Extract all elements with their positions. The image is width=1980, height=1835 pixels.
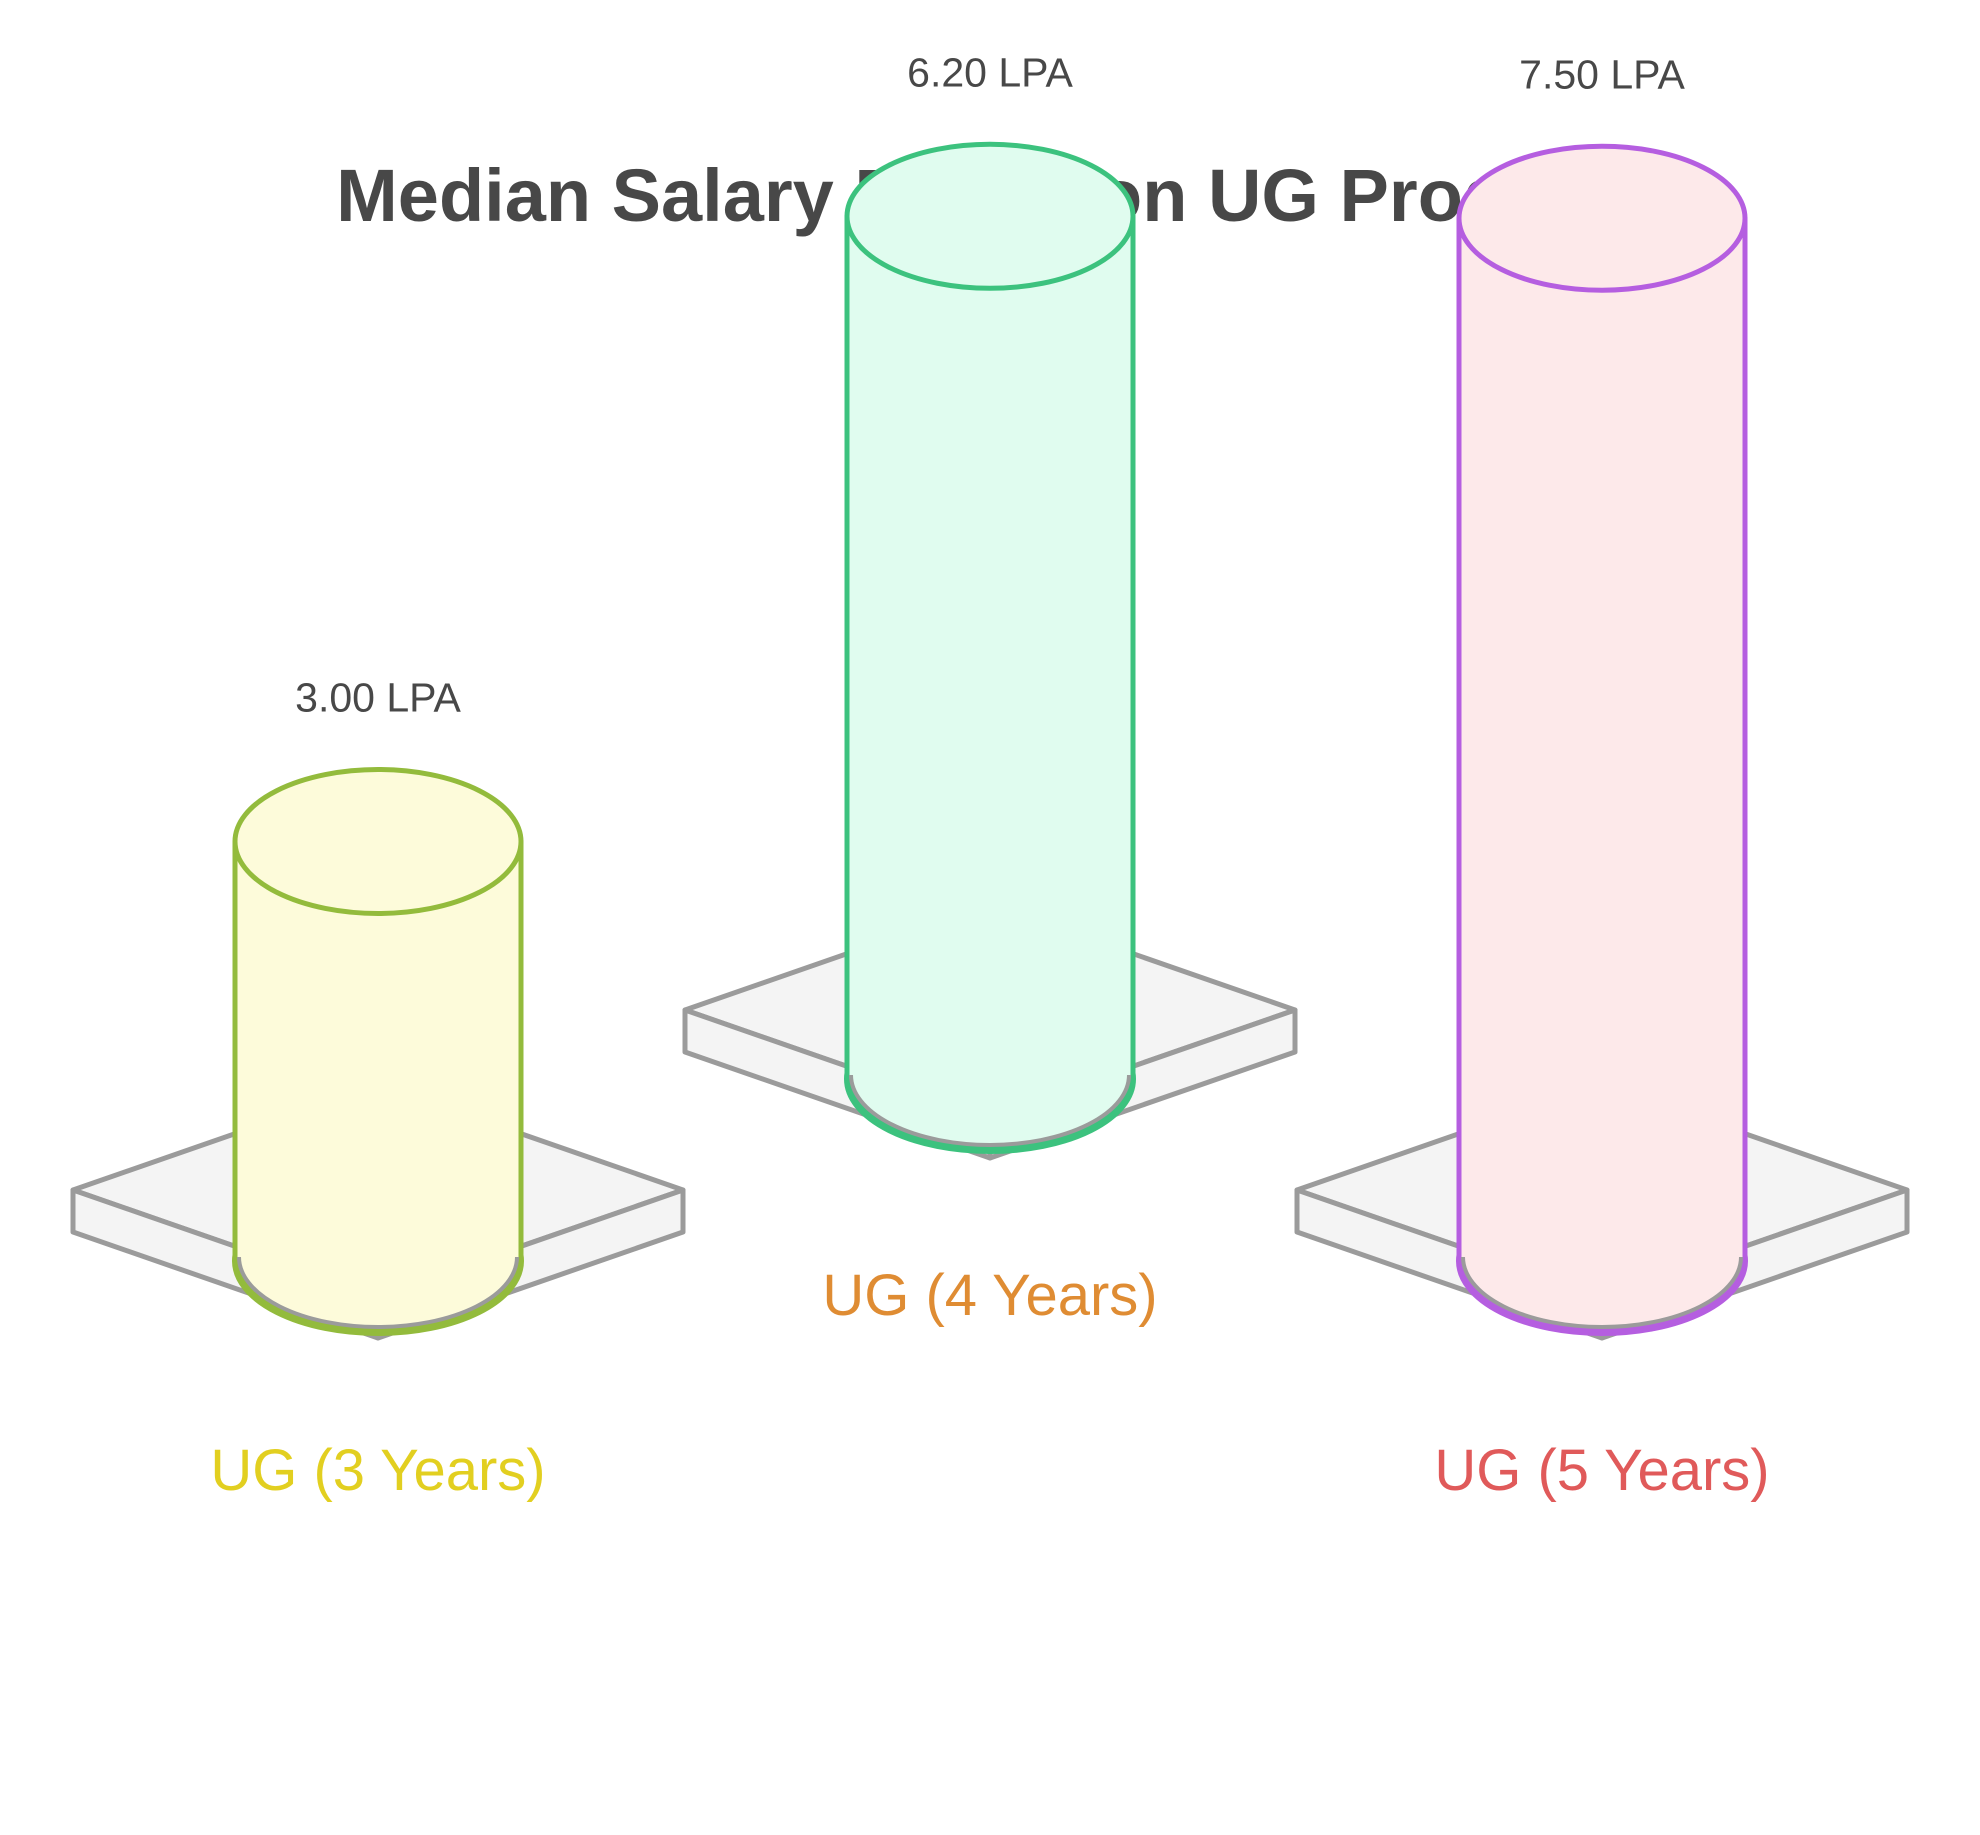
bar-cylinder-top xyxy=(844,141,1136,291)
category-label-1: UG (3 Years) xyxy=(210,1438,545,1503)
bar-cylinder-top xyxy=(232,767,524,916)
bar-group-3: 7.50 LPA UG (5 Years) xyxy=(1294,51,1910,1503)
cylinder-bottom-contour xyxy=(1461,1256,1743,1329)
category-label-2: UG (4 Years) xyxy=(822,1263,1157,1328)
value-label-1: 3.00 LPA xyxy=(295,675,461,721)
bar-group-2: 6.20 LPA UG (4 Years) xyxy=(682,49,1298,1328)
value-label-2: 6.20 LPA xyxy=(907,49,1073,95)
bar-cylinder-body xyxy=(1456,215,1748,1332)
cylinder-bottom-contour xyxy=(849,1074,1131,1147)
cylinder-bottom-contour xyxy=(237,1256,519,1329)
value-label-3: 7.50 LPA xyxy=(1519,51,1685,97)
bars-layer: 3.00 LPA UG (3 Years) 6.20 LPA UG (4 Years)… xyxy=(70,49,1910,1503)
category-label-3: UG (5 Years) xyxy=(1434,1438,1769,1503)
bar-group-1: 3.00 LPA UG (3 Years) xyxy=(70,675,686,1503)
bar-cylinder-body xyxy=(844,213,1136,1150)
bar-cylinder-top xyxy=(1456,143,1748,293)
